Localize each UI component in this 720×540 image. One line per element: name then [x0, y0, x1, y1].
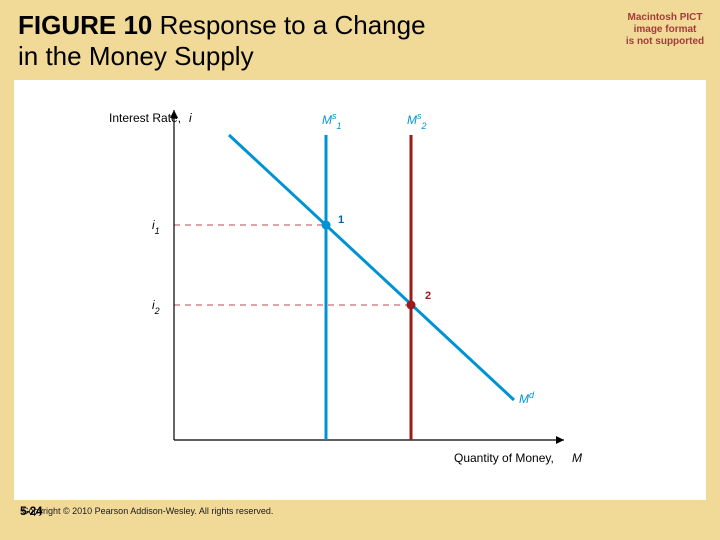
- pict-error-box: Macintosh PICT image format is not suppo…: [620, 12, 710, 48]
- svg-text:Md: Md: [519, 390, 535, 406]
- figure-label: FIGURE 10: [18, 10, 152, 40]
- svg-text:2: 2: [425, 290, 431, 302]
- svg-text:M: M: [572, 451, 582, 465]
- money-supply-chart: Interest Rate, i Quantity of Money, Mi1 i2 Ms…: [14, 80, 706, 500]
- svg-text:Interest Rate,: Interest Rate,: [109, 111, 181, 125]
- svg-text:i1: i1: [152, 218, 160, 236]
- page-number: 5-24: [20, 504, 42, 518]
- figure-text-line2: in the Money Supply: [18, 41, 254, 71]
- figure-text-line1: Response to a Change: [152, 10, 425, 40]
- svg-text:Ms2: Ms2: [407, 111, 427, 131]
- svg-text:i: i: [189, 111, 192, 125]
- pict-error-line: is not supported: [620, 36, 710, 48]
- pict-error-line: Macintosh PICT: [620, 12, 710, 24]
- figure-title: FIGURE 10 Response to a Change in the Mo…: [0, 0, 720, 76]
- svg-text:1: 1: [338, 214, 344, 226]
- svg-text:Quantity of Money,: Quantity of Money,: [454, 451, 554, 465]
- svg-text:Ms1: Ms1: [322, 111, 342, 131]
- svg-text:i2: i2: [152, 298, 160, 316]
- pict-error-line: image format: [620, 24, 710, 36]
- copyright-text: Copyright © 2010 Pearson Addison-Wesley.…: [22, 506, 273, 516]
- chart-area: Interest Rate, i Quantity of Money, Mi1 i2 Ms…: [14, 80, 706, 500]
